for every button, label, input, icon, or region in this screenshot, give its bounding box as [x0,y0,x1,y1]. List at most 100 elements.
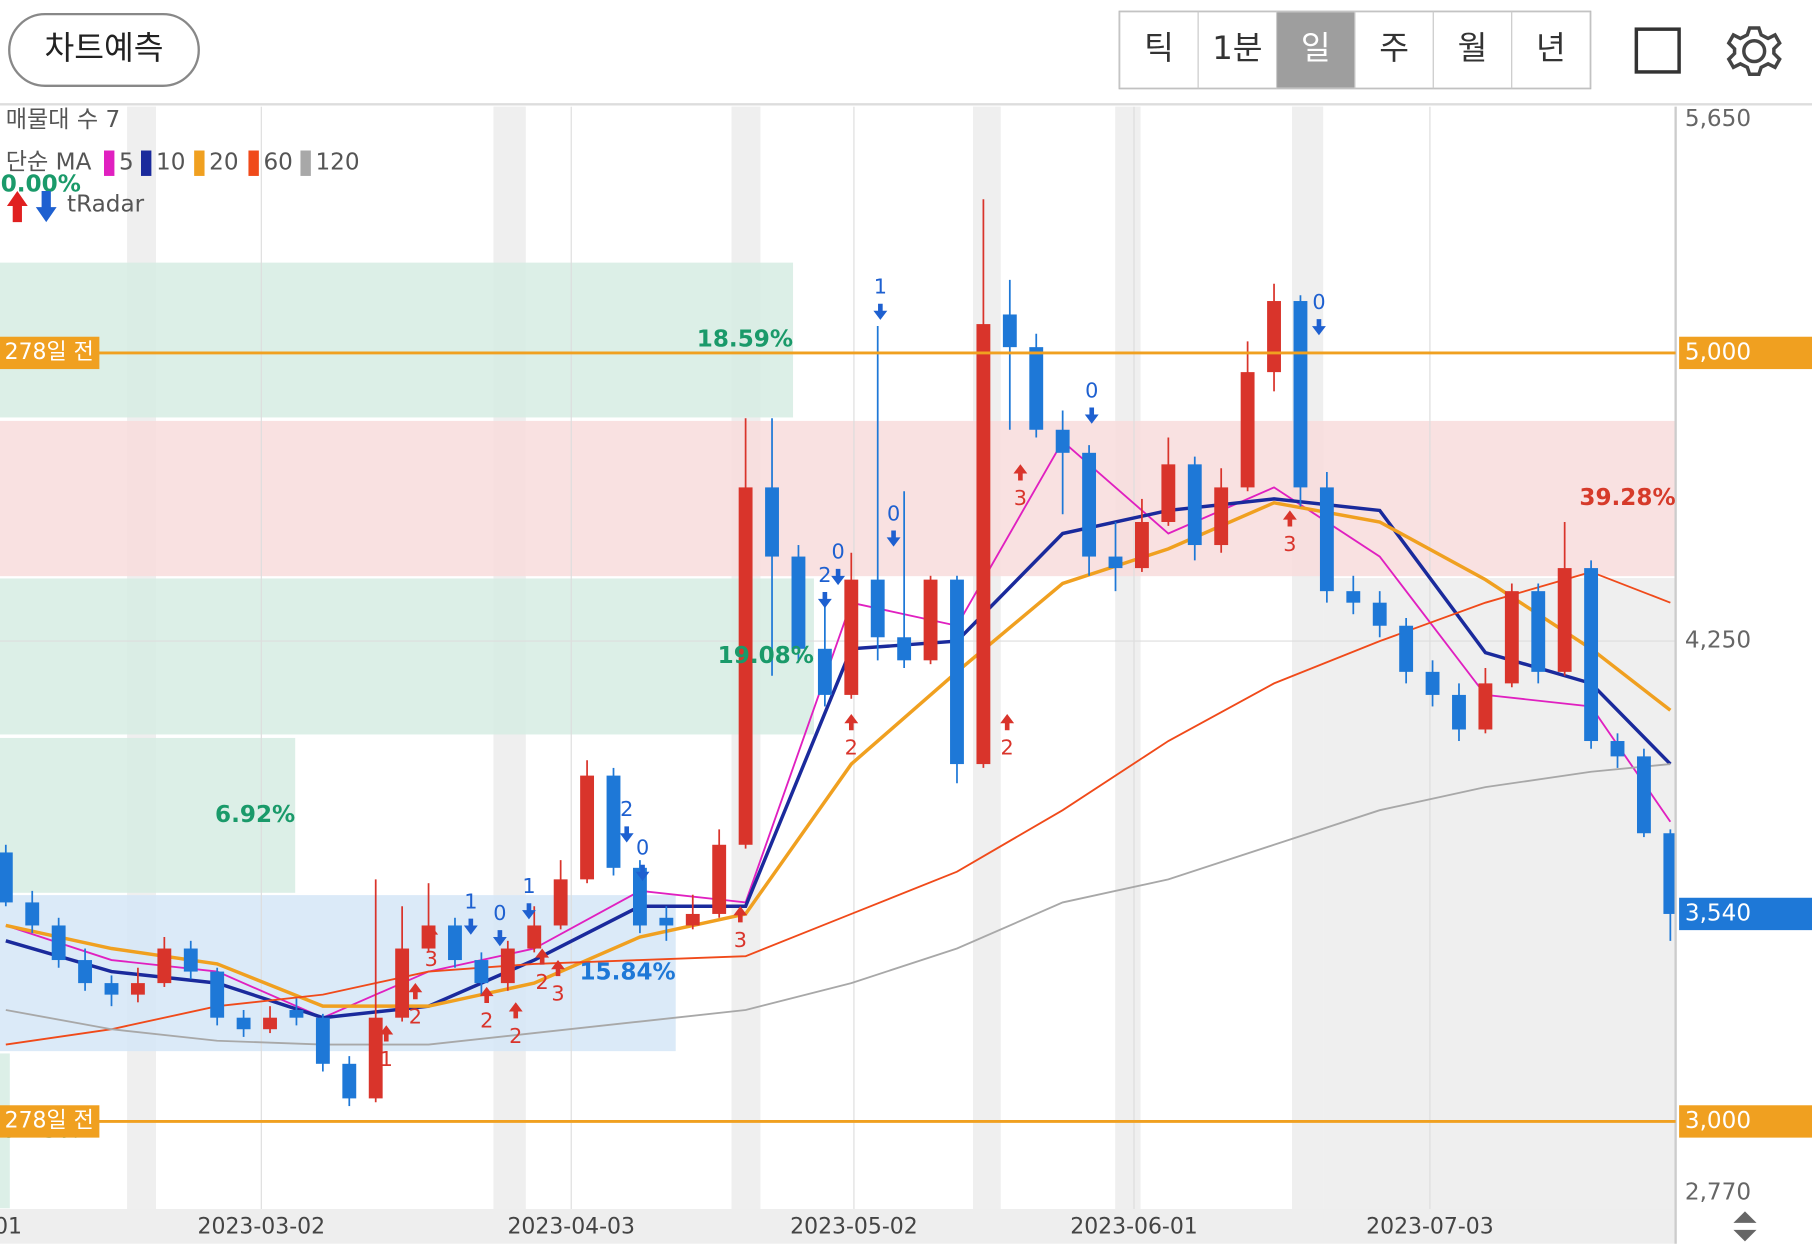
candle-body [1452,694,1466,730]
candle-body [78,960,93,984]
period-tab[interactable] [1354,11,1434,89]
signal-label: 1 [380,1047,393,1071]
candle-body [1240,372,1255,488]
signal-arrow [619,826,634,843]
candle-body [712,844,727,914]
signal-label: 2 [818,563,831,587]
signal-label: 2 [1001,736,1014,760]
period-tab-label[interactable]: 주 [1379,29,1409,67]
ma-line [5,763,1671,1046]
signal-arrow [635,864,650,881]
legend-label: 60 [263,150,292,176]
signal-arrow [408,983,423,1000]
candle-body [1002,314,1017,348]
period-tab-label[interactable]: 년 [1536,29,1566,67]
x-tick-label: 2023-06-01 [1070,1215,1198,1240]
header: 차트예측 틱 1분 일 주 월 년 [0,10,1812,106]
price-tag: 278일 전 [5,340,94,365]
candle-body [448,925,462,961]
scroll-icon[interactable] [1733,1211,1757,1242]
signal-label: 1 [464,889,477,913]
signal-label: 1 [522,874,535,898]
price-tag-box [0,336,100,370]
period-tab-label[interactable]: 틱 [1144,29,1174,67]
candle-body [1610,741,1625,757]
signal-arrow [844,714,859,731]
x-tick-label: 2023-03-02 [198,1215,326,1240]
signal-label: 0 [636,836,649,860]
signal-arrow [424,925,439,942]
candle-body [474,960,489,984]
candle-body [1531,591,1546,672]
volume-zone [0,420,1676,577]
signal-arrow [873,303,888,320]
candle-body [1504,591,1519,684]
candle-body [976,324,991,765]
candle-body [580,775,595,880]
layout-icon[interactable] [1634,27,1681,74]
candle-body [1055,429,1070,453]
predict-button-label[interactable]: 차트예측 [44,29,163,67]
legend-swatch [104,150,115,176]
candle-body [1346,591,1361,603]
candle-body [236,1017,251,1030]
signal-arrow [1282,510,1297,527]
candle-body [1478,683,1493,730]
price-label: 3,000 [1685,1108,1751,1134]
signal-arrow [1013,464,1028,481]
volume-zone-label: 18.59% [697,327,793,353]
indicator-name: tRadar [67,191,145,217]
period-tab-label[interactable]: 1분 [1212,29,1262,67]
signal-label: 3 [1283,532,1296,556]
candle-body [51,925,66,961]
down-arrow-icon [35,190,57,223]
signal-arrow [535,948,550,965]
volume-zone-label: 19.08% [718,643,814,669]
period-tab-label[interactable]: 일 [1301,29,1331,67]
legend: 매물대 수 7 단순 MA tRadar [6,107,145,223]
ma-line [5,570,1671,1046]
signal-arrow [1084,407,1099,424]
last-price-box [1679,897,1812,931]
period-tab[interactable] [1275,11,1356,89]
legend-swatch [300,150,311,176]
period-tab-label[interactable]: 월 [1458,29,1488,67]
legend-swatch [194,150,205,176]
legend-label: 120 [315,150,359,176]
signal-label: 0 [493,901,506,925]
candle-body [685,913,700,926]
period-tab[interactable] [1119,11,1199,89]
candle-body [765,487,779,557]
candle-body [1319,487,1334,592]
x-axis-band [0,1209,1676,1244]
price-label-box [1679,1105,1812,1138]
candle-body [1425,671,1440,695]
period-tab[interactable] [1432,11,1513,89]
signal-arrow [522,903,536,920]
candle-body [395,948,410,1018]
period-tab[interactable] [1511,11,1591,89]
signal-arrow [831,568,846,586]
candle-body [923,579,938,661]
settings-icon[interactable] [1726,26,1782,76]
candle-body [210,971,225,1018]
price-tag-box [0,1105,100,1138]
candle-body [950,579,964,765]
predict-button[interactable] [8,12,200,87]
volume-zone-label: 15.84% [579,960,675,986]
signal-label: 3 [425,947,438,971]
volume-zone-label: 6.92% [215,802,295,828]
y-tick-label: 2,770 [1685,1179,1751,1205]
ma-line [5,500,1672,1008]
candle-body [130,983,145,995]
signal-label: 0 [1312,290,1325,314]
volume-zone [0,262,794,418]
period-tab[interactable] [1197,11,1278,89]
candle-body [844,579,859,695]
candle-body [1214,487,1229,546]
signal-label: 2 [480,1009,493,1033]
x-tick-label: 2023-02-01 [0,1215,22,1240]
signal-label: 2 [409,1005,422,1029]
signal-label: 3 [1014,486,1027,510]
